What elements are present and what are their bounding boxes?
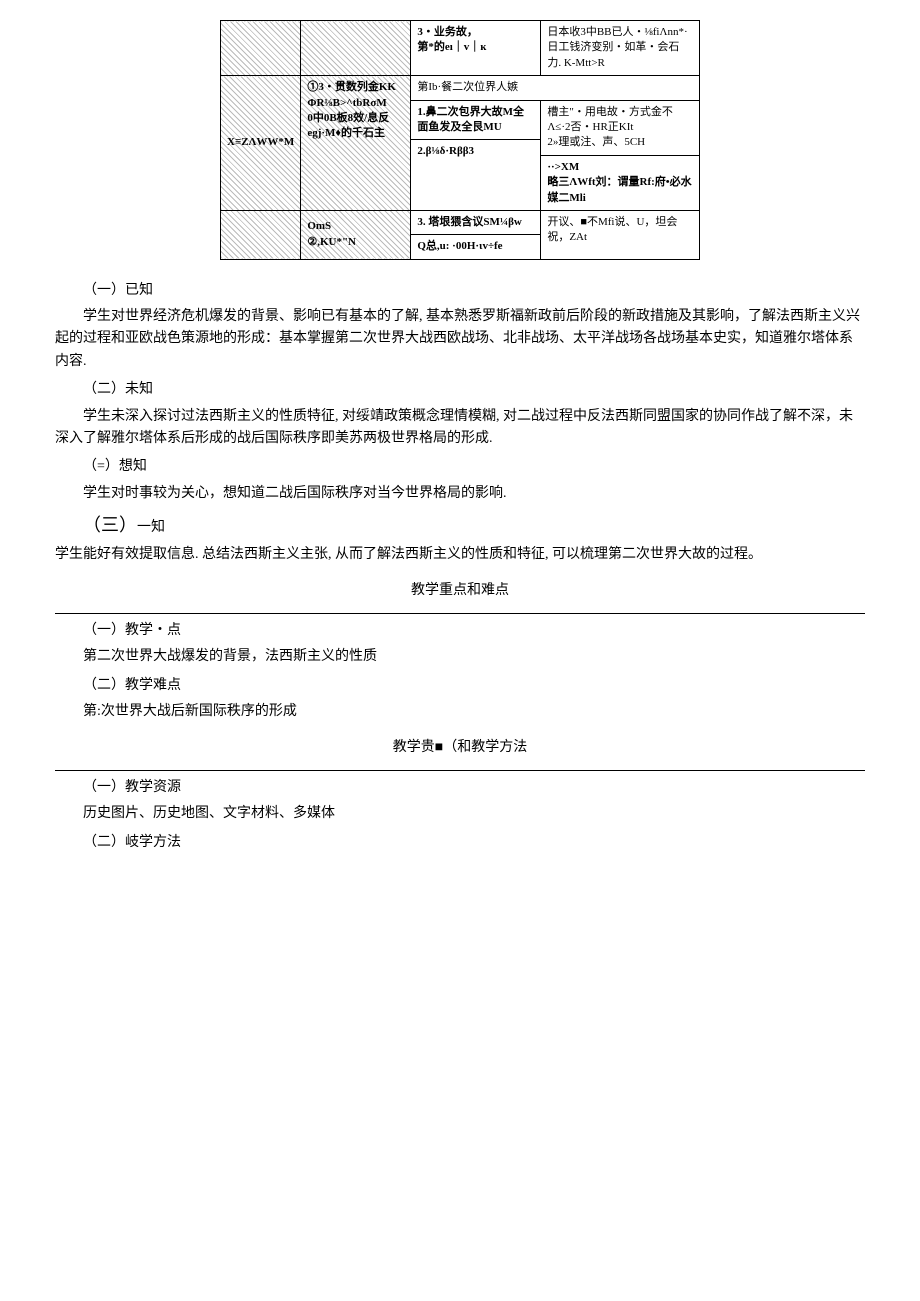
cell-text: Q总,u: ·00H·ιv÷fe xyxy=(417,240,502,252)
cell-sub: ··>XM 略三ΛWft刘：谓量Rf:府•必水媒二Mli xyxy=(541,156,699,210)
table-cell: 3. 塔垠猥含议SM¼βw Q总,u: ·00H·ιv÷fe xyxy=(411,210,541,259)
cell-text: 1.鼻二次包界大故M全面鱼发及全艮MU xyxy=(417,106,524,133)
cell-text: 2.β⅛δ·Rββ3 xyxy=(417,145,474,157)
cell-sub: 3. 塔垠猥含议SM¼βw xyxy=(411,211,540,235)
section-label-want-to-know: （=）想知 xyxy=(55,456,865,478)
table-cell xyxy=(221,21,301,76)
table-cell: 日本收3中BB已人・⅛fiΛnn*·日工钱济变别・如革・会石力. K-Mtt>R xyxy=(541,21,700,76)
table-cell: 3・业务故， 第*的eı｜v｜ĸ xyxy=(411,21,541,76)
paragraph: 学生未深入探讨过法西斯主义的性质特征, 对绥靖政策概念理情模糊, 对二战过程中反… xyxy=(55,406,865,451)
cell-sub: Q总,u: ·00H·ιv÷fe xyxy=(411,235,540,258)
table-cell: X≡ZΛWW*M xyxy=(221,76,301,211)
subsection-label: （一）教学资源 xyxy=(55,777,865,799)
cell-text: ··>XM 略三ΛWft刘：谓量Rf:府•必水媒二Mli xyxy=(547,161,691,204)
heading-key-points: 教学重点和难点 xyxy=(55,580,865,602)
cell-sub: 1.鼻二次包界大故M全面鱼发及全艮MU xyxy=(411,101,540,141)
cell-text: X≡ZΛWW*M xyxy=(227,136,294,148)
cell-text: 日本收3中BB已人・⅛fiΛnn*·日工钱济变别・如革・会石力. K-Mtt>R xyxy=(547,26,687,69)
paragraph: 第:次世界大战后新国际秩序的形成 xyxy=(55,701,865,723)
table-cell xyxy=(301,21,411,76)
cell-text: 第Ib·餐二次位界人嫉 xyxy=(417,81,518,93)
table-row: OmS ②,KU*"N 3. 塔垠猥含议SM¼βw Q总,u: ·00H·ιv÷… xyxy=(221,210,700,259)
cell-sub: 槽主"・用电故・方式金不Λ≤·2否・HR正KIt 2»理或注、声、5CH xyxy=(541,101,699,156)
label-prefix: （三） xyxy=(83,515,137,535)
divider xyxy=(55,613,865,614)
content-table: 3・业务故， 第*的eı｜v｜ĸ 日本收3中BB已人・⅛fiΛnn*·日工钱济变… xyxy=(220,20,700,260)
cell-text: 3. 塔垠猥含议SM¼βw xyxy=(417,216,522,228)
cell-text: OmS ②,KU*"N xyxy=(307,220,356,247)
table-row: X≡ZΛWW*M ①3・贯数列金KK ΦR⅛B>^tbRσM 0中0B板8效/息… xyxy=(221,76,700,100)
table-cell: OmS ②,KU*"N xyxy=(301,210,411,259)
paragraph: 历史图片、历史地图、文字材料、多媒体 xyxy=(55,803,865,825)
label-suffix: 一知 xyxy=(137,520,165,535)
table-cell xyxy=(221,210,301,259)
cell-text: ①3・贯数列金KK ΦR⅛B>^tbRσM 0中0B板8效/息反egj·M♦的千… xyxy=(307,81,396,139)
paragraph: 学生对世界经济危机爆发的背景、影响已有基本的了解, 基本熟悉罗斯福新政前后阶段的… xyxy=(55,306,865,373)
table-cell: 槽主"・用电故・方式金不Λ≤·2否・HR正KIt 2»理或注、声、5CH ··>… xyxy=(541,100,700,210)
divider xyxy=(55,770,865,771)
subsection-label: （一）教学・点 xyxy=(55,620,865,642)
cell-text: 槽主"・用电故・方式金不Λ≤·2否・HR正KIt 2»理或注、声、5CH xyxy=(547,106,673,149)
cell-text: 3・业务故， 第*的eı｜v｜ĸ xyxy=(417,26,486,53)
table-cell: ①3・贯数列金KK ΦR⅛B>^tbRσM 0中0B板8效/息反egj·M♦的千… xyxy=(301,76,411,211)
paragraph: 学生能好有效提取信息. 总结法西斯主义主张, 从而了解法西斯主义的性质和特征, … xyxy=(55,544,865,566)
cell-sub: 2.β⅛δ·Rββ3 xyxy=(411,140,540,163)
heading-resources-methods: 教学贵■（和教学方法 xyxy=(55,737,865,759)
table-row: 3・业务故， 第*的eı｜v｜ĸ 日本收3中BB已人・⅛fiΛnn*·日工钱济变… xyxy=(221,21,700,76)
table-cell: 1.鼻二次包界大故M全面鱼发及全艮MU 2.β⅛δ·Rββ3 xyxy=(411,100,541,210)
section-label-partial-know: （三）一知 xyxy=(55,511,865,540)
table-cell: 开议、■不Mfi说、U，坦会祝，ZAt xyxy=(541,210,700,259)
table-cell: 第Ib·餐二次位界人嫉 xyxy=(411,76,700,100)
content-table-wrapper: 3・业务故， 第*的eı｜v｜ĸ 日本收3中BB已人・⅛fiΛnn*·日工钱济变… xyxy=(220,20,700,260)
cell-text: 开议、■不Mfi说、U，坦会祝，ZAt xyxy=(547,216,677,243)
section-label-known: （一）已知 xyxy=(55,280,865,302)
subsection-label: （二）岐学方法 xyxy=(55,832,865,854)
paragraph: 第二次世界大战爆发的背景，法西斯主义的性质 xyxy=(55,646,865,668)
paragraph: 学生对时事较为关心，想知道二战后国际秩序对当今世界格局的影响. xyxy=(55,483,865,505)
subsection-label: （二）教学难点 xyxy=(55,675,865,697)
section-label-unknown: （二）未知 xyxy=(55,379,865,401)
